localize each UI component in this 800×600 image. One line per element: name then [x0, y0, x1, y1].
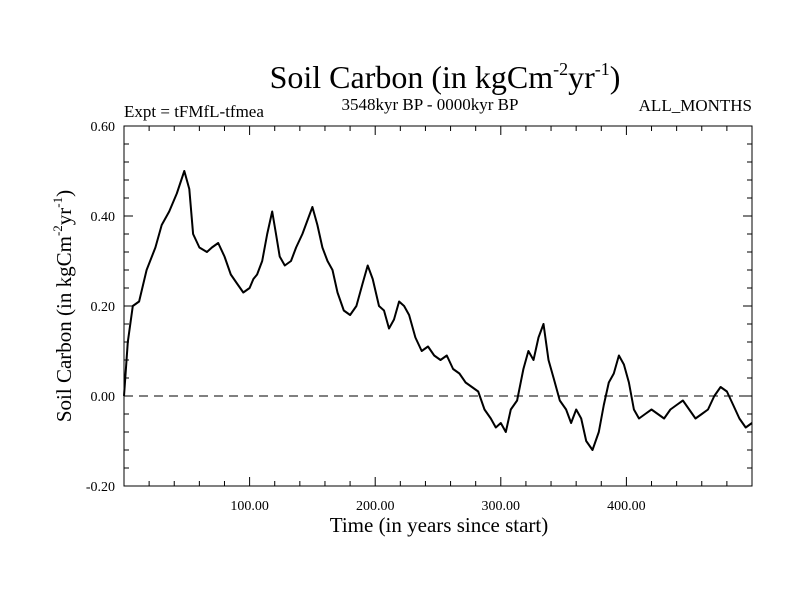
axis-tick-labels: 100.00 200.00 300.00 400.00 -0.20 0.00 0.20 0.4… — [86, 120, 646, 514]
y-tick-label: 0.00 — [91, 390, 116, 405]
x-axis-label: Time (in years since start) — [330, 513, 549, 537]
time-range-label: 3548kyr BP - 0000kyr BP — [342, 95, 519, 114]
x-tick-label: 400.00 — [607, 499, 646, 514]
axis-ticks — [124, 125, 752, 487]
months-label: ALL_MONTHS — [639, 96, 752, 115]
y-tick-label: 0.20 — [91, 300, 116, 315]
y-tick-label: 0.60 — [91, 120, 116, 135]
x-tick-label: 100.00 — [230, 499, 269, 514]
plot-frame — [123, 125, 753, 487]
y-tick-label: 0.40 — [91, 210, 116, 225]
x-tick-label: 300.00 — [482, 499, 521, 514]
y-tick-label: -0.20 — [86, 480, 115, 495]
experiment-label: Expt = tFMfL-tfmea — [124, 102, 264, 121]
x-tick-label: 200.00 — [356, 499, 395, 514]
chart-title: Soil Carbon (in kgCm-2yr-1) — [270, 59, 621, 95]
soil-carbon-series-line — [123, 170, 753, 451]
y-axis-label: Soil Carbon (in kgCm-2yr-1) — [50, 190, 76, 422]
